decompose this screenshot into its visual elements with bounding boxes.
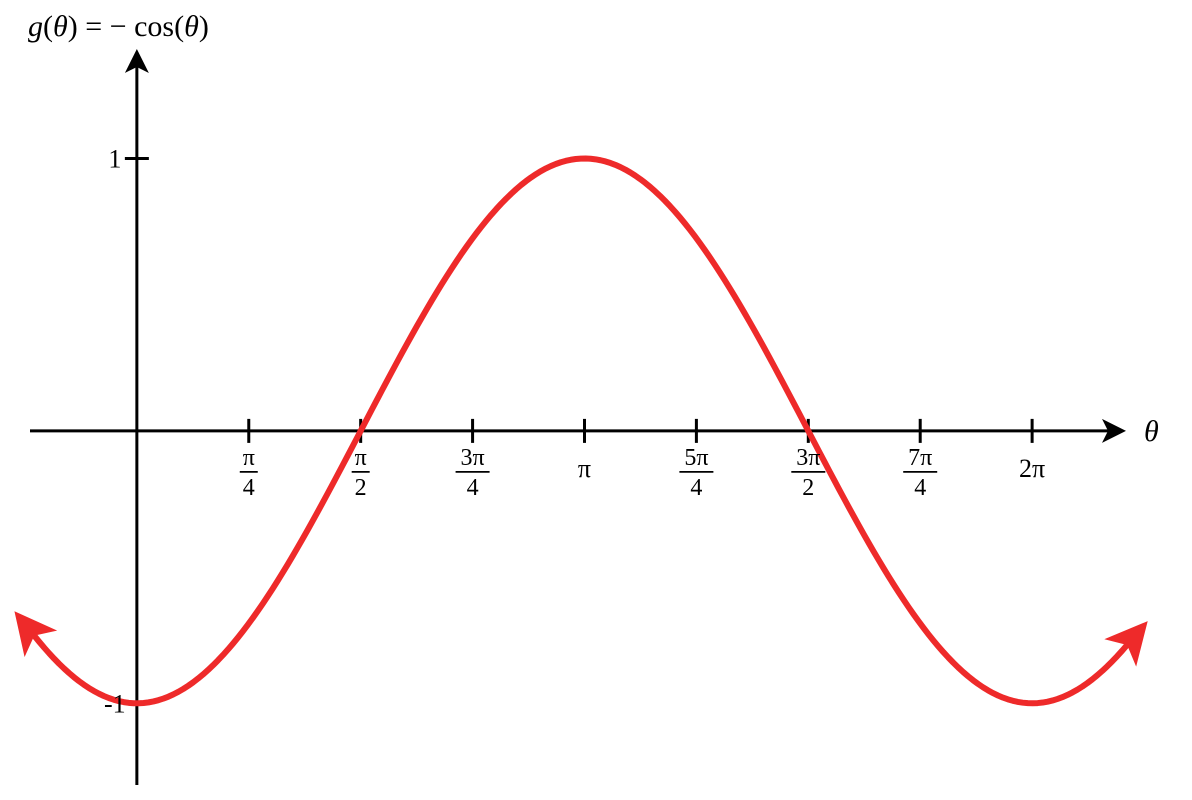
chart-title-text: g(θ) = − cos(θ) [28,10,209,43]
x-tick-label-fraction: π4 [240,445,258,501]
x-tick-label: 2π [1019,454,1045,483]
svg-text:3π: 3π [461,445,485,471]
x-axis-label: θ [1144,415,1159,448]
x-tick-label-fraction: 3π2 [791,445,825,501]
svg-text:π: π [243,445,255,471]
chart-title: g(θ) = − cos(θ) [28,10,209,43]
x-tick-label: π [578,454,591,483]
chart-container: { "chart": { "type": "line", "title_part… [0,0,1192,800]
svg-text:4: 4 [243,475,255,501]
axes [30,55,1120,785]
svg-text:7π: 7π [908,445,932,471]
y-tick-label: -1 [104,689,126,718]
svg-text:4: 4 [690,475,702,501]
svg-text:4: 4 [914,475,926,501]
x-tick-label-fraction: 7π4 [903,445,937,501]
svg-text:5π: 5π [684,445,708,471]
plot-svg: π4π23π4π5π43π27π42π1-1θ g(θ) = − cos(θ) [0,0,1192,800]
svg-text:2: 2 [802,475,814,501]
svg-text:3π: 3π [796,445,820,471]
x-tick-label-fraction: π2 [352,445,370,501]
x-tick-label-fraction: 5π4 [679,445,713,501]
x-tick-label-fraction: 3π4 [456,445,490,501]
y-tick-label: 1 [108,145,121,174]
svg-text:4: 4 [467,475,479,501]
svg-text:π: π [355,445,367,471]
svg-text:2: 2 [355,475,367,501]
